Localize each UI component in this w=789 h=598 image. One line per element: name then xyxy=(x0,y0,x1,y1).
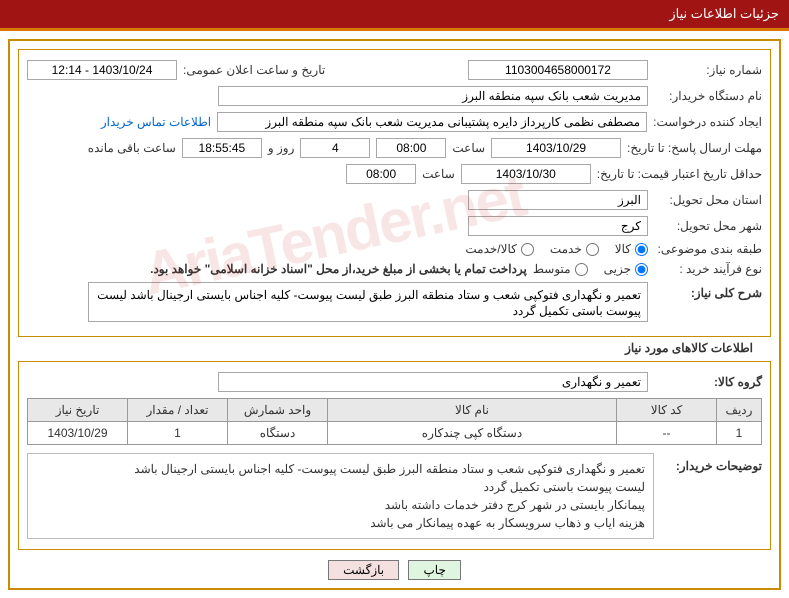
cell-date: 1403/10/29 xyxy=(28,422,128,445)
items-section-title: اطلاعات کالاهای مورد نیاز xyxy=(619,341,759,355)
validity-label: حداقل تاریخ اعتبار قیمت: تا تاریخ: xyxy=(597,167,762,181)
buyer-org-label: نام دستگاه خریدار: xyxy=(654,89,762,103)
deadline-time-label: ساعت xyxy=(452,141,485,155)
radio-kala-input[interactable] xyxy=(635,243,648,256)
items-table: ردیف کد کالا نام کالا واحد شمارش تعداد /… xyxy=(27,398,762,445)
radio-khedmat[interactable]: خدمت xyxy=(550,242,599,256)
row-description: شرح کلی نیاز: تعمیر و نگهداری فتوکپی شعب… xyxy=(27,282,762,322)
radio-kalakhedmat[interactable]: کالا/خدمت xyxy=(465,242,533,256)
validity-time-field[interactable] xyxy=(346,164,416,184)
announce-field[interactable] xyxy=(27,60,177,80)
radio-kala[interactable]: کالا xyxy=(615,242,648,256)
deadline-time-field[interactable] xyxy=(376,138,446,158)
row-buyer-org: نام دستگاه خریدار: xyxy=(27,86,762,106)
requester-field[interactable] xyxy=(217,112,647,132)
row-category: طبقه بندی موضوعی: کالا خدمت کالا/خدمت xyxy=(27,242,762,256)
requester-label: ایجاد کننده درخواست: xyxy=(653,115,762,129)
cell-unit: دستگاه xyxy=(228,422,328,445)
buyer-desc-block: توضیحات خریدار: تعمیر و نگهداری فتوکپی ش… xyxy=(27,453,762,539)
row-group: گروه کالا: xyxy=(27,372,762,392)
col-name: نام کالا xyxy=(328,399,617,422)
group-label: گروه کالا: xyxy=(654,375,762,389)
cell-code: -- xyxy=(617,422,717,445)
items-section: گروه کالا: ردیف کد کالا نام کالا واحد شم… xyxy=(18,361,771,550)
row-requester: ایجاد کننده درخواست: اطلاعات تماس خریدار xyxy=(27,112,762,132)
col-unit: واحد شمارش xyxy=(228,399,328,422)
validity-date-field[interactable] xyxy=(461,164,591,184)
need-number-label: شماره نیاز: xyxy=(654,63,762,77)
category-label: طبقه بندی موضوعی: xyxy=(654,242,762,256)
description-label: شرح کلی نیاز: xyxy=(654,282,762,300)
description-textarea[interactable]: تعمیر و نگهداری فتوکپی شعب و ستاد منطقه … xyxy=(88,282,648,322)
remaining-time-field[interactable] xyxy=(182,138,262,158)
print-button[interactable]: چاپ xyxy=(408,560,460,580)
deadline-date-field[interactable] xyxy=(491,138,621,158)
radio-jozei-input[interactable] xyxy=(635,263,648,276)
rooz-label: روز و xyxy=(268,141,295,155)
radio-motavaset-input[interactable] xyxy=(575,263,588,276)
page-header: جزئیات اطلاعات نیاز xyxy=(0,0,789,28)
divider-line xyxy=(0,28,789,31)
main-form: شماره نیاز: تاریخ و ساعت اعلان عمومی: نا… xyxy=(18,49,771,337)
process-label: نوع فرآیند خرید : xyxy=(654,262,762,276)
province-label: استان محل تحویل: xyxy=(654,193,762,207)
contact-link[interactable]: اطلاعات تماس خریدار xyxy=(101,115,211,129)
radio-khedmat-input[interactable] xyxy=(586,243,599,256)
buyer-desc-text: تعمیر و نگهداری فتوکپی شعب و ستاد منطقه … xyxy=(27,453,654,539)
cell-qty: 1 xyxy=(128,422,228,445)
announce-label: تاریخ و ساعت اعلان عمومی: xyxy=(183,63,325,77)
buyer-desc-line3: پیمانکار بایستی در شهر کرج دفتر خدمات دا… xyxy=(36,496,645,514)
row-process: نوع فرآیند خرید : جزیی متوسط پرداخت تمام… xyxy=(27,262,762,276)
remaining-days-field[interactable] xyxy=(300,138,370,158)
row-need-number: شماره نیاز: تاریخ و ساعت اعلان عمومی: xyxy=(27,60,762,80)
cell-radif: 1 xyxy=(717,422,762,445)
col-code: کد کالا xyxy=(617,399,717,422)
back-button[interactable]: بازگشت xyxy=(328,560,399,580)
validity-time-label: ساعت xyxy=(422,167,455,181)
buyer-desc-line1: تعمیر و نگهداری فتوکپی شعب و ستاد منطقه … xyxy=(36,460,645,478)
col-radif: ردیف xyxy=(717,399,762,422)
group-field[interactable] xyxy=(218,372,648,392)
radio-motavaset[interactable]: متوسط xyxy=(533,262,588,276)
category-radio-group: کالا خدمت کالا/خدمت xyxy=(465,242,648,256)
city-label: شهر محل تحویل: xyxy=(654,219,762,233)
province-field[interactable] xyxy=(468,190,648,210)
deadline-label: مهلت ارسال پاسخ: تا تاریخ: xyxy=(627,141,762,155)
col-date: تاریخ نیاز xyxy=(28,399,128,422)
col-qty: تعداد / مقدار xyxy=(128,399,228,422)
row-validity: حداقل تاریخ اعتبار قیمت: تا تاریخ: ساعت xyxy=(27,164,762,184)
city-field[interactable] xyxy=(468,216,648,236)
outer-container: شماره نیاز: تاریخ و ساعت اعلان عمومی: نا… xyxy=(8,39,781,590)
need-number-field[interactable] xyxy=(468,60,648,80)
buyer-desc-label: توضیحات خریدار: xyxy=(654,453,762,473)
row-deadline: مهلت ارسال پاسخ: تا تاریخ: ساعت روز و سا… xyxy=(27,138,762,158)
row-province: استان محل تحویل: xyxy=(27,190,762,210)
radio-jozei[interactable]: جزیی xyxy=(604,262,648,276)
row-city: شهر محل تحویل: xyxy=(27,216,762,236)
table-row: 1 -- دستگاه کپی چندکاره دستگاه 1 1403/10… xyxy=(28,422,762,445)
process-radio-group: جزیی متوسط xyxy=(533,262,648,276)
buyer-desc-line4: هزینه ایاب و ذهاب سرویسکار به عهده پیمان… xyxy=(36,514,645,532)
cell-name: دستگاه کپی چندکاره xyxy=(328,422,617,445)
buyer-org-field[interactable] xyxy=(218,86,648,106)
table-header-row: ردیف کد کالا نام کالا واحد شمارش تعداد /… xyxy=(28,399,762,422)
button-row: چاپ بازگشت xyxy=(18,560,771,580)
process-note: پرداخت تمام یا بخشی از مبلغ خرید،از محل … xyxy=(150,262,527,276)
radio-kalakhedmat-input[interactable] xyxy=(521,243,534,256)
page-title: جزئیات اطلاعات نیاز xyxy=(669,6,779,21)
remain-label: ساعت باقی مانده xyxy=(88,141,176,155)
buyer-desc-line2: لیست پیوست باستی تکمیل گردد xyxy=(36,478,645,496)
